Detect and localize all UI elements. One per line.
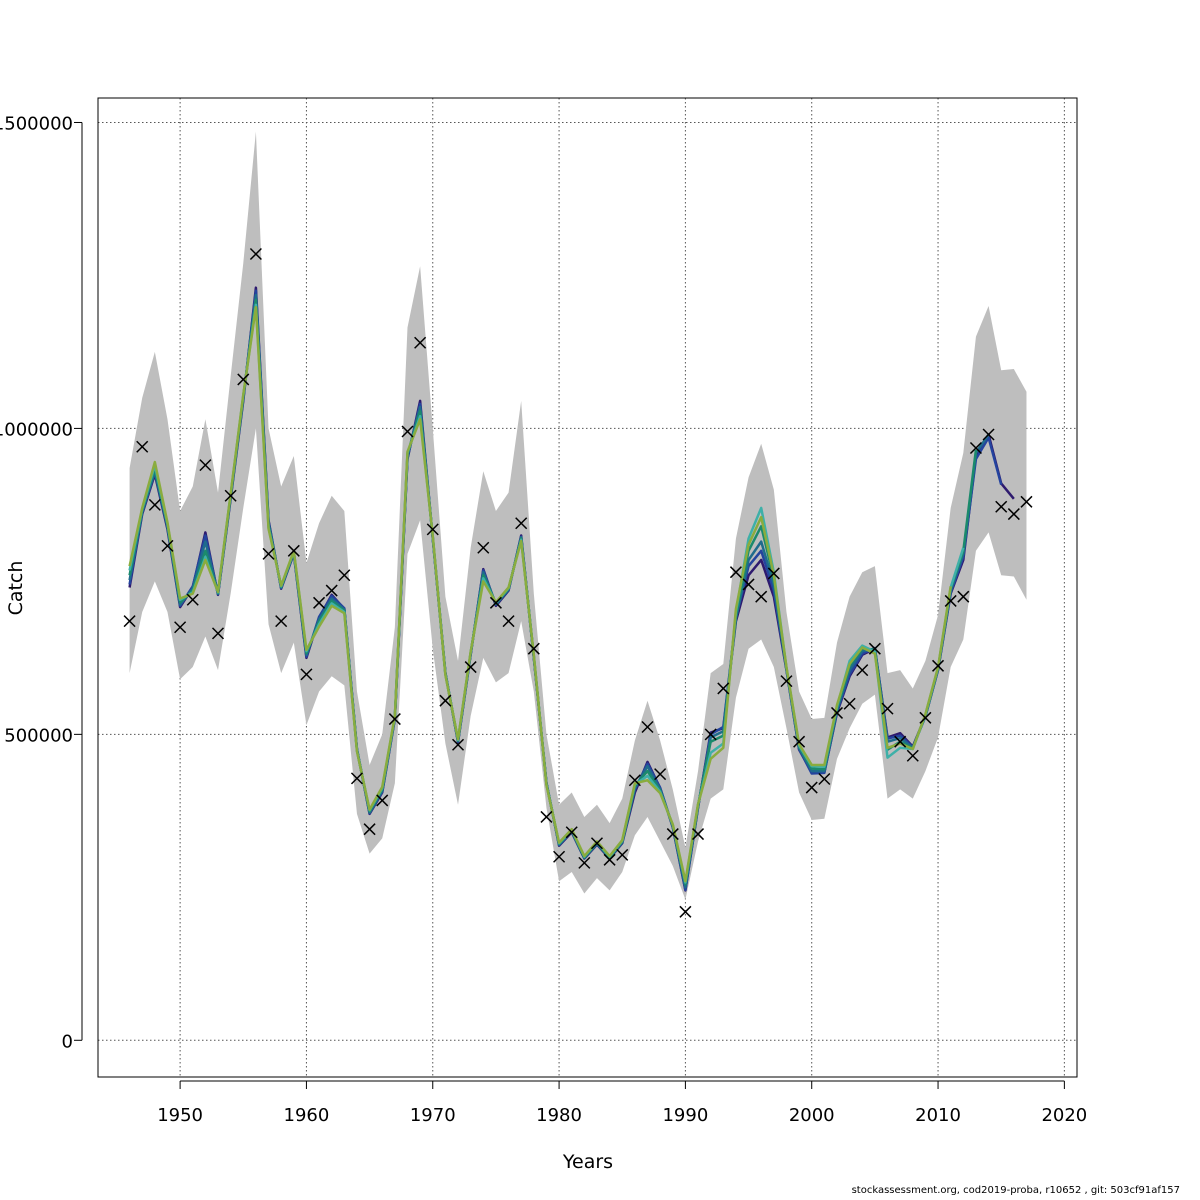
- observed-point: [477, 541, 490, 554]
- confidence-band: [129, 131, 1027, 900]
- observed-point: [350, 772, 363, 785]
- observed-point: [957, 590, 970, 603]
- x-axis: 1950 1960 1970 1980 1990 2000 2010 2020: [157, 1080, 1087, 1126]
- observed-point: [919, 711, 932, 724]
- observed-point: [148, 498, 161, 511]
- x-axis-title: Years: [562, 1151, 613, 1173]
- observed-point: [388, 713, 401, 726]
- y-axis: 0 500000 1000000 1500000: [0, 113, 83, 1052]
- observed-point: [641, 720, 654, 734]
- observed-point: [932, 659, 945, 672]
- observed-point: [211, 627, 225, 640]
- observed-point: [136, 440, 149, 453]
- observed-point: [995, 500, 1008, 513]
- observed-point: [944, 594, 957, 607]
- observed-point: [969, 441, 982, 455]
- observed-point: [401, 425, 414, 438]
- observed-point: [780, 675, 793, 688]
- x-tick-label: 1970: [410, 1105, 456, 1126]
- x-tick-label: 1980: [536, 1105, 582, 1126]
- observed-point: [174, 621, 187, 634]
- observed-point: [742, 578, 755, 591]
- observed-point: [439, 694, 452, 707]
- observed-point: [161, 539, 174, 552]
- observed-point: [300, 668, 313, 681]
- observed-point: [755, 590, 768, 603]
- x-tick-label: 1960: [284, 1105, 330, 1126]
- observed-point: [489, 596, 502, 609]
- observed-point: [515, 517, 528, 530]
- series-line-6: [128, 306, 952, 883]
- y-axis-title: Catch: [5, 561, 27, 616]
- observed-point: [313, 596, 326, 609]
- observed-point: [325, 584, 338, 597]
- observed-point: [856, 664, 869, 677]
- x-tick-label: 1990: [662, 1105, 708, 1126]
- confidence-band-area: [129, 131, 1027, 900]
- x-tick-label: 2020: [1041, 1105, 1087, 1126]
- observed-point: [704, 728, 717, 741]
- observed-point: [729, 566, 742, 579]
- observed-point: [616, 848, 629, 861]
- plot-frame: [97, 97, 1078, 1078]
- observed-point: [578, 856, 591, 869]
- observed-point: [363, 823, 376, 836]
- observed-point: [666, 828, 679, 841]
- observed-point: [906, 749, 919, 762]
- x-tick-label: 2000: [789, 1105, 835, 1126]
- observed-point: [868, 642, 881, 655]
- observed-point: [249, 247, 262, 261]
- observed-point: [451, 738, 465, 751]
- observed-point: [830, 706, 844, 719]
- observed-point: [982, 428, 995, 441]
- observed-point: [527, 642, 540, 655]
- observed-point: [502, 615, 515, 628]
- observed-point: [262, 547, 275, 560]
- observed-point: [186, 593, 199, 606]
- observed-point: [818, 772, 831, 786]
- observed-points: [123, 247, 1033, 918]
- observed-point: [553, 850, 566, 863]
- observed-point: [679, 905, 692, 918]
- observed-point: [654, 768, 667, 781]
- grid-lines: [98, 98, 1077, 1077]
- observed-point: [464, 661, 477, 674]
- observed-point: [414, 336, 427, 349]
- observed-point: [565, 826, 578, 839]
- observed-point: [628, 774, 641, 787]
- observed-point: [287, 544, 300, 557]
- observed-point: [426, 523, 439, 536]
- observed-point: [338, 569, 351, 582]
- observed-point: [603, 853, 616, 866]
- observed-point: [717, 682, 730, 695]
- observed-point: [1020, 495, 1033, 508]
- y-tick-label: 500000: [4, 725, 73, 746]
- observed-point: [692, 828, 705, 841]
- y-tick-label: 1500000: [0, 113, 73, 134]
- y-tick-label: 1000000: [0, 419, 73, 440]
- observed-point: [767, 567, 780, 580]
- observed-point: [224, 489, 237, 502]
- observed-point: [805, 781, 818, 794]
- y-tick-label: 0: [62, 1031, 73, 1052]
- observed-point: [237, 373, 250, 386]
- footer-credit: stockassessment.org, cod2019-proba, r106…: [851, 1185, 1180, 1196]
- observed-point: [881, 702, 894, 715]
- observed-point: [793, 735, 806, 748]
- observed-point: [894, 735, 907, 748]
- x-tick-label: 1950: [157, 1105, 203, 1126]
- x-tick-label: 2010: [915, 1105, 961, 1126]
- observed-point: [123, 615, 136, 628]
- observed-point: [199, 459, 212, 472]
- observed-point: [275, 615, 288, 628]
- observed-point: [376, 794, 389, 807]
- observed-point: [843, 697, 856, 710]
- observed-point: [590, 837, 604, 850]
- observed-point: [1007, 508, 1020, 521]
- observed-point: [540, 810, 553, 823]
